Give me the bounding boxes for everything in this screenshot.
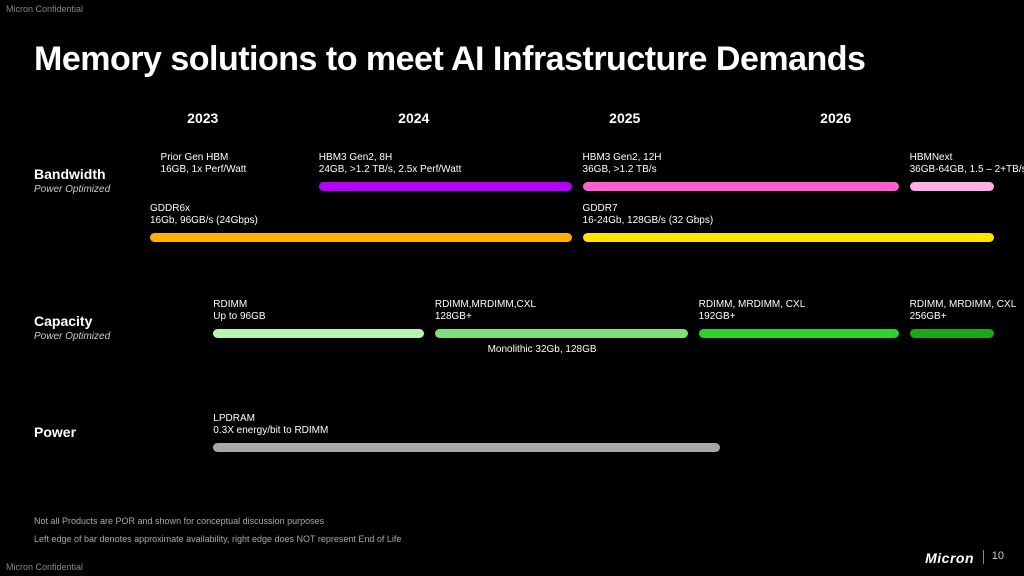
year-label: 2025 xyxy=(609,110,640,126)
timeline-bar xyxy=(319,182,572,191)
category-name: Power xyxy=(34,424,144,440)
timeline-bar xyxy=(583,233,994,242)
category-label: Bandwidth Power Optimized xyxy=(34,166,144,195)
year-label: 2024 xyxy=(398,110,429,126)
category-label: Capacity Power Optimized xyxy=(34,313,144,342)
timeline-bar xyxy=(910,182,994,191)
timeline-bar xyxy=(213,443,719,452)
year-label: 2023 xyxy=(187,110,218,126)
timeline-bar xyxy=(150,233,572,242)
page-number: 10 xyxy=(992,550,1004,562)
bar-label: HBM3 Gen2, 12H 36GB, >1.2 TB/s xyxy=(583,152,662,176)
bar-label: RDIMM, MRDIMM, CXL 256GB+ xyxy=(910,299,1017,323)
category-label: Power xyxy=(34,424,144,440)
timeline-bar xyxy=(435,329,688,338)
confidential-bottom: Micron Confidential xyxy=(6,562,83,572)
category-name: Capacity xyxy=(34,313,144,329)
bar-label: GDDR7 16-24Gb, 128GB/s (32 Gbps) xyxy=(583,203,714,227)
bar-label: RDIMM, MRDIMM, CXL 192GB+ xyxy=(699,299,806,323)
timeline-bars: Prior Gen HBM 16GB, 1x Perf/Watt HBM3 Gen… xyxy=(150,150,994,496)
bar-label: RDIMM,MRDIMM,CXL 128GB+ xyxy=(435,299,536,323)
footnotes: Not all Products are POR and shown for c… xyxy=(34,508,401,544)
category-subtitle: Power Optimized xyxy=(34,331,144,342)
bar-label: LPDRAM 0.3X energy/bit to RDIMM xyxy=(213,413,328,437)
timeline-bar xyxy=(213,329,424,338)
timeline-bar xyxy=(583,182,900,191)
logo-separator xyxy=(983,550,984,564)
footnote-2: Left edge of bar denotes approximate ava… xyxy=(34,534,401,544)
timeline-bar xyxy=(699,329,899,338)
page-title: Memory solutions to meet AI Infrastructu… xyxy=(34,40,865,79)
bar-label: HBMNext 36GB-64GB, 1.5 – 2+TB/s xyxy=(910,152,1024,176)
micron-logo: Micron xyxy=(925,550,974,566)
footnote-1: Not all Products are POR and shown for c… xyxy=(34,516,401,526)
bar-label: RDIMM Up to 96GB xyxy=(213,299,265,323)
confidential-top: Micron Confidential xyxy=(6,4,83,14)
category-name: Bandwidth xyxy=(34,166,144,182)
bar-label: Monolithic 32Gb, 128GB xyxy=(488,344,597,356)
bar-label: GDDR6x 16Gb, 96GB/s (24Gbps) xyxy=(150,203,258,227)
slide: Micron Confidential Micron Confidential … xyxy=(0,0,1024,576)
timeline-bar xyxy=(910,329,994,338)
bar-label: Prior Gen HBM 16GB, 1x Perf/Watt xyxy=(161,152,247,176)
year-label: 2026 xyxy=(820,110,851,126)
bar-label: HBM3 Gen2, 8H 24GB, >1.2 TB/s, 2.5x Perf… xyxy=(319,152,462,176)
category-subtitle: Power Optimized xyxy=(34,184,144,195)
